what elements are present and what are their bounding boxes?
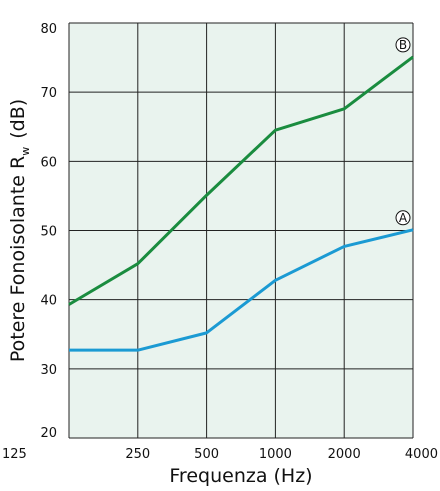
series-layer: AB xyxy=(68,37,414,352)
y-axis-title: Potere Fonoisolante Rw (dB) xyxy=(7,99,32,362)
y-tick-label: 40 xyxy=(40,294,57,309)
series-line-b xyxy=(68,55,414,306)
x-tick-label: 4000 xyxy=(405,447,438,462)
y-tick-label: 80 xyxy=(40,22,57,37)
series-marker-b xyxy=(395,37,411,53)
y-axis-title-subscript: w xyxy=(19,147,32,156)
x-tick-label: 2000 xyxy=(328,447,361,462)
y-tick-labels: 20 30 40 50 60 70 80 xyxy=(40,22,57,441)
y-tick-label: 70 xyxy=(40,86,57,101)
y-tick-label: 30 xyxy=(40,363,57,378)
x-axis-title: Frequenza (Hz) xyxy=(169,465,312,487)
y-axis-title-main: Potere Fonoisolante R xyxy=(7,156,29,362)
y-tick-label: 20 xyxy=(40,426,57,441)
x-tick-label: 1000 xyxy=(259,447,292,462)
x-tick-label: 125 xyxy=(2,447,27,462)
series-line-a xyxy=(69,228,414,352)
series-marker-a xyxy=(395,210,411,226)
y-axis-title-unit: (dB) xyxy=(7,99,29,139)
series-label-a: A xyxy=(399,211,408,225)
y-tick-label: 60 xyxy=(40,155,57,170)
x-tick-label: 500 xyxy=(194,447,219,462)
series-label-b: B xyxy=(399,38,407,52)
x-tick-labels: 125 250 500 1000 2000 4000 xyxy=(2,447,438,462)
y-tick-label: 50 xyxy=(40,225,57,240)
x-tick-label: 250 xyxy=(125,447,150,462)
